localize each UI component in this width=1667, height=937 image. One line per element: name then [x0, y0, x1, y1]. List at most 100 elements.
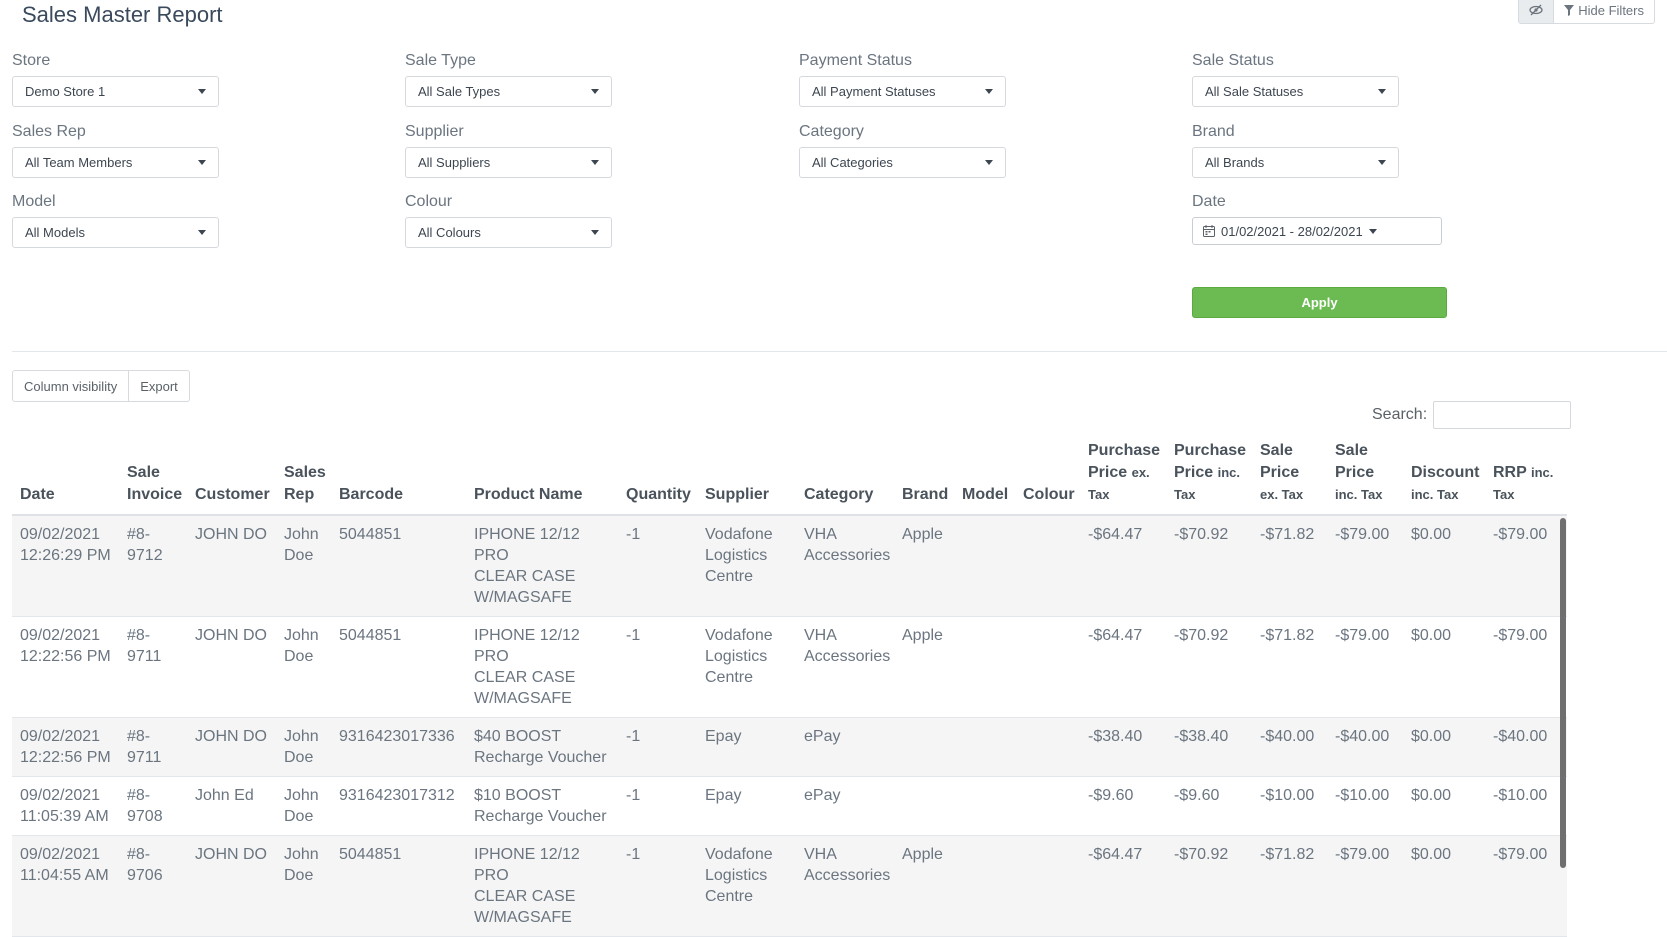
model-select[interactable]: All Models [12, 217, 219, 248]
barcode-cell: 9316423017336 [331, 717, 466, 777]
purchase-price-ex-tax-cell: -$64.47 [1080, 835, 1166, 937]
table-row[interactable]: 09/02/2021 11:04:55 AM #8- 9706 JOHN DO John D… [12, 835, 1567, 937]
product-name-cell: $10 BOOST Recharge Voucher [466, 776, 618, 836]
discount-cell: $0.00 [1403, 515, 1485, 617]
sale-type-select[interactable]: All Sale Types [405, 76, 612, 107]
header-customer[interactable]: Customer [187, 440, 276, 516]
visibility-toggle-button[interactable] [1518, 0, 1555, 24]
customer-link[interactable]: John Ed [187, 776, 276, 836]
header-rrp-inc-tax[interactable]: RRP inc. Tax [1485, 440, 1567, 516]
brand-select[interactable]: All Brands [1192, 147, 1399, 178]
filter-sale-type: Sale Type All Sale Types [405, 52, 785, 107]
brand-cell: Apple [894, 616, 954, 718]
table-row[interactable]: 09/02/2021 12:26:29 PM #8- 9712 JOHN DO John D… [12, 515, 1567, 617]
invoice-link[interactable]: #8- 9711 [119, 717, 187, 777]
header-quantity[interactable]: Quantity [618, 440, 697, 516]
product-name-cell: $40 BOOST Recharge Voucher [466, 717, 618, 777]
header-purchase-price-ex-tax[interactable]: Purchase Price ex. Tax [1080, 440, 1166, 516]
colour-cell [1015, 835, 1080, 937]
colour-cell [1015, 515, 1080, 617]
invoice-link[interactable]: #8- 9708 [119, 776, 187, 836]
table-row[interactable]: 09/02/2021 11:05:39 AM #8- 9708 John Ed John D… [12, 776, 1567, 836]
purchase-price-ex-tax-cell: -$64.47 [1080, 616, 1166, 718]
header-sales-rep[interactable]: Sales Rep [276, 440, 331, 516]
sale-status-select[interactable]: All Sale Statuses [1192, 76, 1399, 107]
colour-select[interactable]: All Colours [405, 217, 612, 248]
quantity-cell: -1 [618, 717, 697, 777]
colour-cell [1015, 717, 1080, 777]
purchase-price-inc-tax-cell: -$70.92 [1166, 616, 1252, 718]
category-cell: ePay [796, 776, 894, 836]
sale-price-inc-tax-cell: -$79.00 [1327, 616, 1403, 718]
column-visibility-button[interactable]: Column visibility [12, 370, 130, 402]
header-supplier[interactable]: Supplier [697, 440, 796, 516]
filter-colour: Colour All Colours [405, 193, 785, 248]
brand-cell [894, 776, 954, 836]
header-product-name[interactable]: Product Name [466, 440, 618, 516]
select-value: Demo Store 1 [25, 84, 106, 99]
sale-price-inc-tax-cell: -$79.00 [1327, 835, 1403, 937]
purchase-price-inc-tax-cell: -$38.40 [1166, 717, 1252, 777]
select-value: All Payment Statuses [812, 84, 936, 99]
header-purchase-price-inc-tax[interactable]: Purchase Price inc. Tax [1166, 440, 1252, 516]
filter-label: Sale Status [1192, 52, 1274, 69]
barcode-cell: 5044851 [331, 835, 466, 937]
hide-filters-button[interactable]: Hide Filters [1554, 0, 1655, 24]
select-value: All Sale Types [418, 84, 501, 99]
sales-rep-cell: John Doe [276, 616, 331, 718]
customer-link[interactable]: JOHN DO [187, 835, 276, 937]
customer-link[interactable]: JOHN DO [187, 717, 276, 777]
sales-rep-select[interactable]: All Team Members [12, 147, 219, 178]
date-range-picker[interactable]: 01/02/2021 - 28/02/2021 [1192, 217, 1442, 245]
supplier-select[interactable]: All Suppliers [405, 147, 612, 178]
category-select[interactable]: All Categories [799, 147, 1006, 178]
filter-brand: Brand All Brands [1192, 123, 1572, 178]
rrp-cell: -$79.00 [1485, 515, 1567, 617]
export-button[interactable]: Export [129, 370, 190, 402]
purchase-price-ex-tax-cell: -$38.40 [1080, 717, 1166, 777]
category-cell: VHA Accessories [796, 515, 894, 617]
quantity-cell: -1 [618, 835, 697, 937]
select-value: All Colours [418, 225, 481, 240]
header-brand[interactable]: Brand [894, 440, 954, 516]
purchase-price-inc-tax-cell: -$70.92 [1166, 835, 1252, 937]
header-category[interactable]: Category [796, 440, 894, 516]
product-name-cell: IPHONE 12/12 PRO CLEAR CASE W/MAGSAFE [466, 515, 618, 617]
sale-price-ex-tax-cell: -$71.82 [1252, 616, 1327, 718]
sale-price-ex-tax-cell: -$40.00 [1252, 717, 1327, 777]
vertical-scrollbar[interactable] [1560, 518, 1566, 868]
store-select[interactable]: Demo Store 1 [12, 76, 219, 107]
header-colour[interactable]: Colour [1015, 440, 1080, 516]
date-cell: 09/02/2021 11:05:39 AM [12, 776, 119, 836]
product-name-cell: IPHONE 12/12 PRO CLEAR CASE W/MAGSAFE [466, 616, 618, 718]
filter-label: Date [1192, 193, 1226, 210]
purchase-price-inc-tax-cell: -$9.60 [1166, 776, 1252, 836]
date-range-value: 01/02/2021 - 28/02/2021 [1221, 223, 1363, 239]
table-row[interactable]: 09/02/2021 12:22:56 PM #8- 9711 JOHN DO John D… [12, 616, 1567, 718]
table-row[interactable]: 09/02/2021 12:22:56 PM #8- 9711 JOHN DO John D… [12, 717, 1567, 777]
quantity-cell: -1 [618, 616, 697, 718]
header-sale-price-inc-tax[interactable]: Sale Price inc. Tax [1327, 440, 1403, 516]
sale-price-inc-tax-cell: -$79.00 [1327, 515, 1403, 617]
invoice-link[interactable]: #8- 9711 [119, 616, 187, 718]
customer-link[interactable]: JOHN DO [187, 515, 276, 617]
colour-cell [1015, 616, 1080, 718]
payment-status-select[interactable]: All Payment Statuses [799, 76, 1006, 107]
header-model[interactable]: Model [954, 440, 1015, 516]
sale-price-ex-tax-cell: -$71.82 [1252, 835, 1327, 937]
header-sale-invoice[interactable]: Sale Invoice [119, 440, 187, 516]
search-input[interactable] [1433, 401, 1572, 429]
header-barcode[interactable]: Barcode [331, 440, 466, 516]
caret-down-icon [985, 160, 993, 165]
filter-label: Supplier [405, 123, 464, 140]
date-cell: 09/02/2021 12:22:56 PM [12, 717, 119, 777]
header-date[interactable]: Date [12, 440, 119, 516]
header-discount-inc-tax[interactable]: Discount inc. Tax [1403, 440, 1485, 516]
apply-button[interactable]: Apply [1192, 287, 1447, 318]
sales-rep-cell: John Doe [276, 515, 331, 617]
filter-date: Date 01/02/2021 - 28/02/2021 [1192, 193, 1572, 245]
invoice-link[interactable]: #8- 9706 [119, 835, 187, 937]
header-sale-price-ex-tax[interactable]: Sale Price ex. Tax [1252, 440, 1327, 516]
customer-link[interactable]: JOHN DO [187, 616, 276, 718]
invoice-link[interactable]: #8- 9712 [119, 515, 187, 617]
